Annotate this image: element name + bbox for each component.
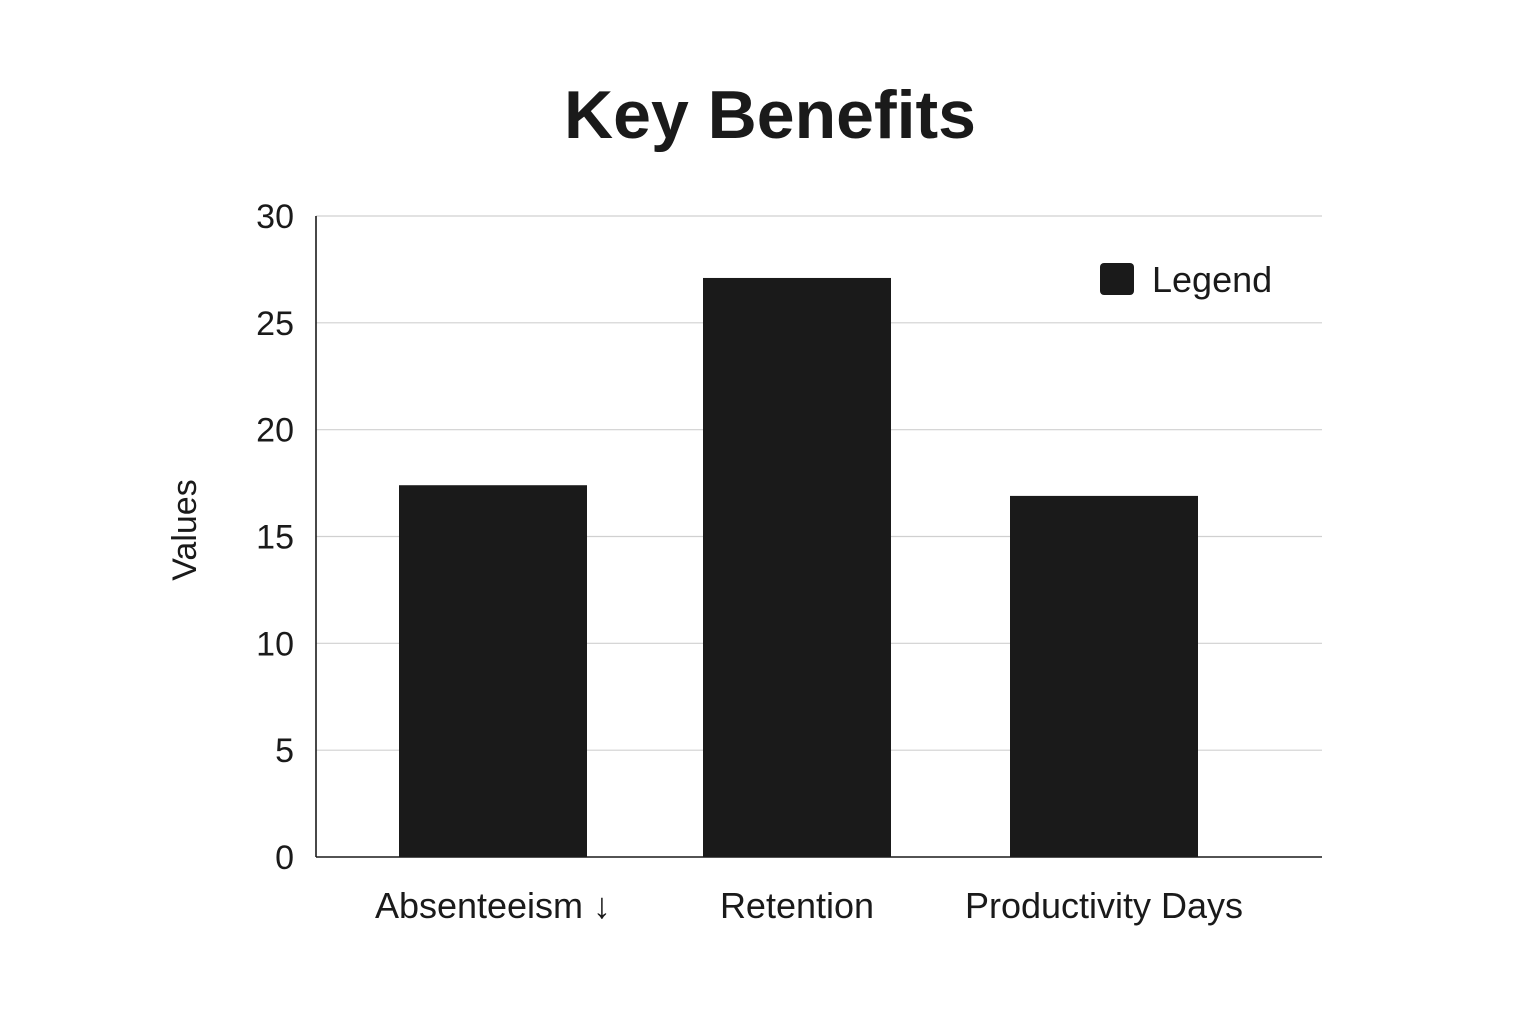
y-tick-label: 25 [256, 305, 294, 343]
legend-label: Legend [1152, 259, 1272, 300]
y-tick-label: 30 [256, 198, 294, 236]
y-tick-label: 20 [256, 412, 294, 450]
y-tick-labels: 0 5 10 15 20 25 30 [256, 198, 294, 877]
bars [399, 277, 1198, 857]
y-tick-label: 10 [256, 625, 294, 663]
y-axis-label: Values [166, 479, 204, 580]
bar [1010, 495, 1198, 857]
legend: Legend [1100, 259, 1272, 300]
y-tick-label: 0 [275, 839, 294, 877]
x-tick-label: Productivity Days [965, 885, 1243, 926]
chart-title: Key Benefits [564, 77, 976, 153]
legend-swatch [1100, 263, 1134, 295]
bar [399, 485, 587, 857]
y-tick-label: 5 [275, 732, 294, 770]
x-tick-label: Absenteeism ↓ [375, 885, 611, 926]
x-tick-label: Retention [720, 885, 874, 926]
x-tick-labels: Absenteeism ↓ Retention Productivity Days [375, 885, 1243, 926]
y-tick-label: 15 [256, 519, 294, 557]
bar [703, 277, 891, 857]
